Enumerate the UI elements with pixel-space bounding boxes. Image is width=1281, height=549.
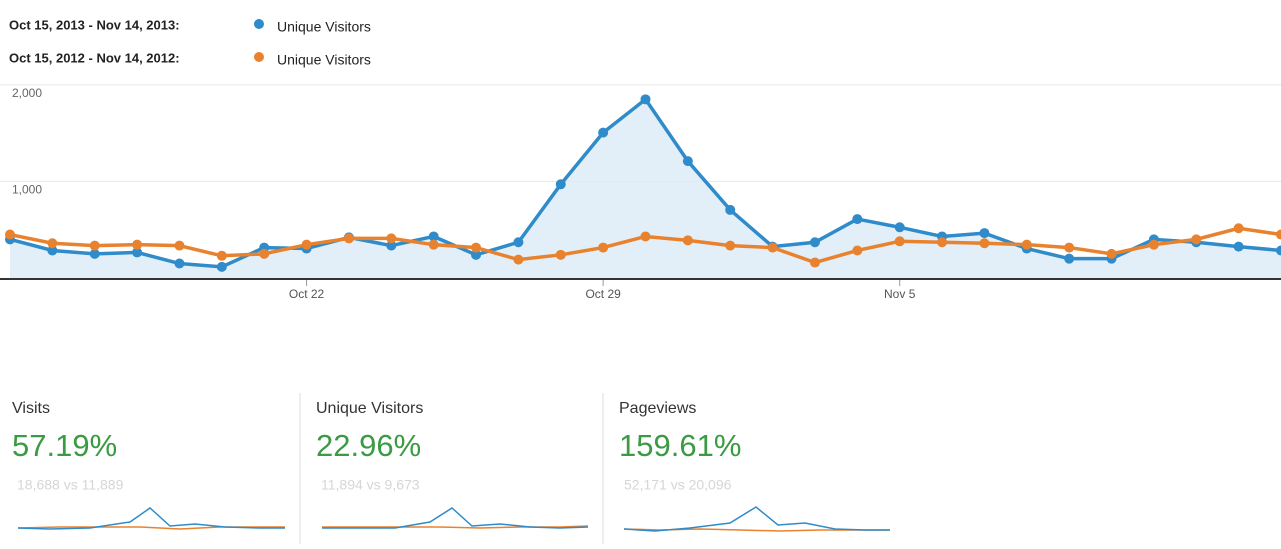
point (555, 249, 566, 260)
point (89, 248, 100, 259)
x-tick-label: Nov 5 (884, 287, 916, 301)
point (1276, 245, 1281, 256)
point (809, 237, 820, 248)
metric-comparison: 11,894 vs 9,673 (321, 477, 420, 493)
point (216, 250, 227, 261)
x-tick-label: Oct 29 (585, 287, 621, 301)
x-tick-label: Oct 22 (289, 287, 325, 301)
point (979, 228, 990, 239)
legend-dot (254, 19, 264, 29)
point (428, 239, 439, 250)
point (598, 127, 609, 138)
point (343, 233, 354, 244)
point (132, 239, 143, 250)
point (979, 238, 990, 249)
point (894, 222, 905, 233)
metric-comparison: 18,688 vs 11,889 (17, 477, 124, 493)
point (725, 204, 736, 215)
legend-period: Oct 15, 2013 - Nov 14, 2013: (9, 17, 180, 32)
area (10, 99, 1281, 278)
point (937, 237, 948, 248)
point (89, 240, 100, 251)
sparkline (17, 507, 285, 530)
point (301, 239, 312, 250)
point (809, 257, 820, 268)
point (471, 249, 482, 260)
sparkline (322, 507, 589, 529)
point (682, 156, 693, 167)
point (1064, 253, 1075, 264)
point (894, 236, 905, 247)
point (47, 238, 58, 249)
point (555, 179, 566, 190)
metric-label: Visits (12, 400, 50, 417)
point (725, 240, 736, 251)
metric-comparison: 52,171 vs 20,096 (624, 477, 732, 493)
point (767, 242, 778, 253)
y-tick-label: 1,000 (12, 183, 42, 197)
point (640, 94, 651, 105)
point (1148, 239, 1159, 250)
point (598, 242, 609, 253)
point (1233, 223, 1244, 234)
point (852, 214, 863, 225)
point (1021, 239, 1032, 250)
point (1106, 248, 1117, 259)
point (1276, 229, 1281, 240)
y-tick-label: 2,000 (12, 86, 42, 100)
point (428, 231, 439, 242)
point (513, 254, 524, 265)
metric-change: 57.19% (12, 428, 117, 463)
metric-label: Unique Visitors (316, 400, 423, 417)
sparklines (17, 506, 890, 532)
point (640, 231, 651, 242)
point (1064, 242, 1075, 253)
point (47, 245, 58, 256)
legend-period: Oct 15, 2012 - Nov 14, 2012: (9, 50, 180, 65)
point (386, 240, 397, 251)
legend-dot (254, 52, 264, 62)
sparkline (322, 525, 589, 529)
point (386, 233, 397, 244)
point (852, 245, 863, 256)
point (1233, 241, 1244, 252)
point (5, 229, 15, 240)
legend-label: Unique Visitors (277, 52, 371, 68)
point (471, 242, 482, 253)
point (174, 240, 185, 251)
metric-label: Pageviews (619, 400, 696, 417)
metric-change: 159.61% (619, 428, 741, 463)
point (513, 237, 524, 248)
point (132, 247, 143, 258)
sparkline (17, 526, 285, 530)
point (259, 248, 270, 259)
metric-change: 22.96% (316, 428, 421, 463)
metrics: Visits 57.19% 18,688 vs 11,889 Unique Vi… (12, 393, 890, 544)
point (682, 235, 693, 246)
point (216, 261, 227, 272)
legend-label: Unique Visitors (277, 19, 371, 35)
sparkline (623, 506, 890, 532)
point (174, 258, 185, 269)
point (1191, 234, 1202, 245)
